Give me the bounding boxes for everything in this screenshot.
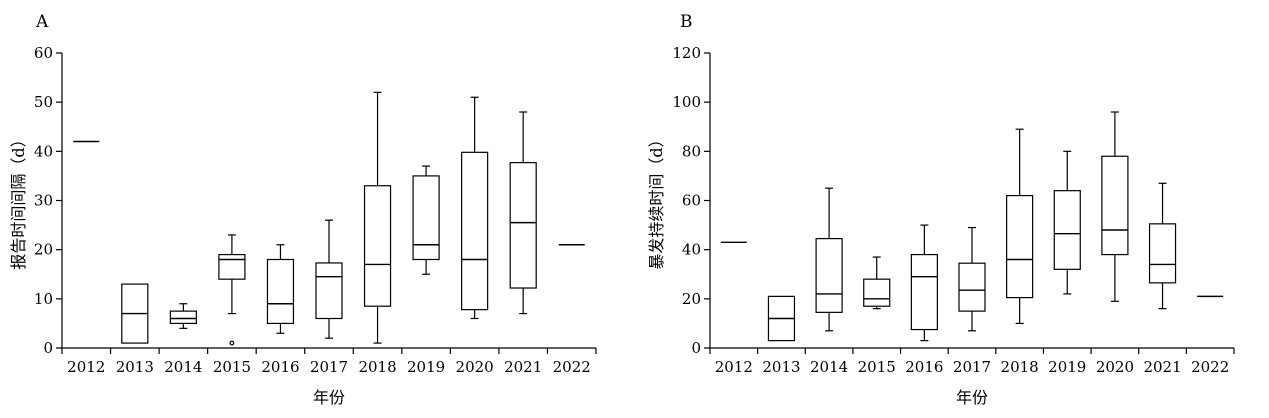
x-tick-label: 2013 [116,358,154,376]
box-2021 [1148,182,1177,310]
y-tick-label: 0 [43,339,53,357]
iqr-box [910,253,938,331]
x-tick-label: 2013 [762,358,800,376]
x-tick-label: 2012 [67,358,105,376]
iqr-box [266,258,295,325]
x-tick-label: 2019 [1048,358,1086,376]
box-2014 [815,187,843,332]
box-2018 [363,91,392,344]
panel-label: A [35,12,49,32]
box-2013 [767,295,796,342]
y-tick-label: 80 [682,142,701,160]
x-tick-label: 2021 [504,358,542,376]
box-2020 [461,96,489,320]
box-2020 [1101,111,1129,302]
x-axis-label: 年份 [313,388,345,407]
y-tick-label: 40 [682,241,701,259]
y-tick-label: 40 [34,142,53,160]
box-2016 [910,224,938,342]
iqr-box [1053,190,1081,270]
x-tick-label: 2015 [858,358,896,376]
box-2018 [1006,128,1034,325]
y-tick-label: 60 [34,44,53,62]
x-tick-label: 2012 [715,358,753,376]
panel-a-chart: A 0 10 20 30 40 50 60 2012 2013 2014 2015 2016 2017 20… [9,12,597,407]
iqr-box [1006,194,1034,299]
y-tick-label: 120 [672,44,701,62]
x-tick-label: 2015 [213,358,251,376]
iqr-box [461,151,489,311]
box-2021 [509,111,537,315]
box-2015 [863,256,891,310]
x-tick-label: 2022 [553,358,591,376]
iqr-box [958,262,986,312]
box-2016 [266,244,295,334]
x-tick-label: 2020 [456,358,494,376]
x-tick-label: 2014 [164,358,202,376]
y-tick-label: 100 [672,93,701,111]
iqr-box [815,238,843,313]
iqr-box [863,278,891,307]
y-tick-label: 20 [682,290,701,308]
iqr-box [1148,223,1177,284]
y-axis-label: 暴发持续时间（d） [647,131,666,269]
iqr-box [315,262,343,320]
x-tick-label: 2021 [1143,358,1181,376]
box-2017 [958,226,986,332]
iqr-box [509,162,537,289]
panel-b-chart: B 0 20 40 60 80 100 120 2012 2013 2014 2015 2016 2017… [647,12,1235,407]
iqr-box [169,310,197,325]
box-2017 [315,219,343,339]
x-tick-label: 2022 [1191,358,1229,376]
x-tick-label: 2018 [1001,358,1039,376]
x-tick-label: 2014 [810,358,848,376]
y-tick-label: 0 [691,339,701,357]
x-tick-label: 2017 [953,358,991,376]
y-tick-label: 20 [34,241,53,259]
y-tick-label: 10 [34,290,53,308]
x-axis-label: 年份 [956,388,988,407]
y-axis-label: 报告时间间隔（d） [9,131,28,269]
iqr-box [412,175,440,261]
iqr-box [363,185,392,307]
x-tick-label: 2016 [261,358,299,376]
box-2015 [218,234,246,346]
y-tick-label: 30 [34,192,53,210]
outlier-point [229,340,235,346]
box-2019 [1053,150,1081,295]
iqr-box [218,253,246,280]
y-tick-label: 50 [34,93,53,111]
x-tick-label: 2018 [358,358,396,376]
y-tick-label: 60 [682,192,701,210]
x-tick-label: 2020 [1096,358,1134,376]
panel-label: B [680,12,693,32]
x-tick-label: 2019 [407,358,445,376]
box-2014 [169,303,197,329]
x-tick-label: 2017 [310,358,348,376]
box-2019 [412,165,440,275]
box-2013 [121,283,149,344]
iqr-box [1101,155,1129,256]
x-tick-label: 2016 [905,358,943,376]
